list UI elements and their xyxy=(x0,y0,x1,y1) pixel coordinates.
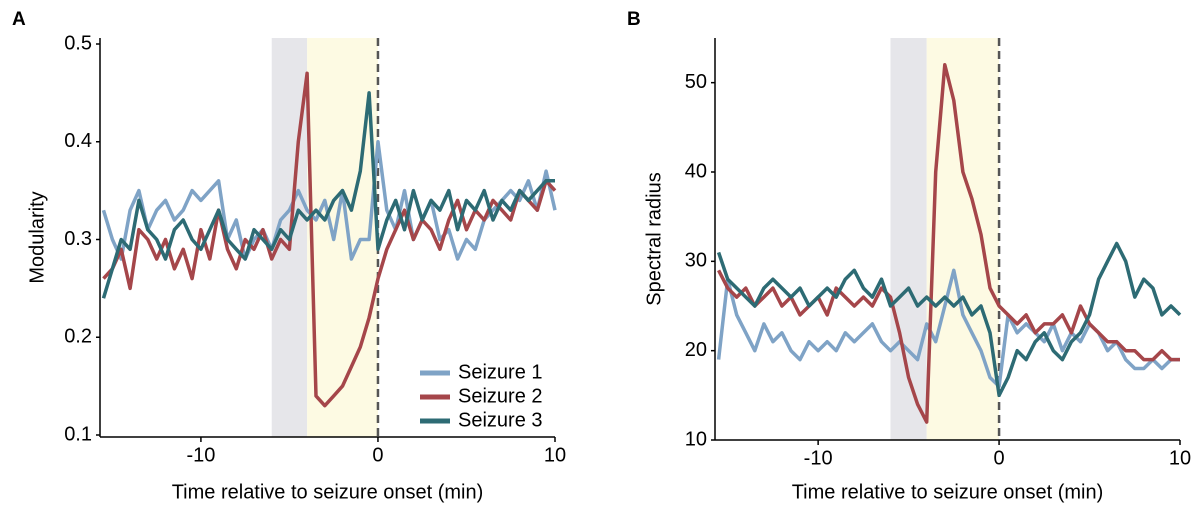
legend-label: Seizure 3 xyxy=(458,409,543,431)
series-line xyxy=(101,139,557,261)
y-axis-label: Spectral radius xyxy=(643,172,665,305)
y-tick-label: 50 xyxy=(685,71,707,93)
x-tick-label: -10 xyxy=(186,444,215,466)
series-line xyxy=(716,241,1182,398)
series-line xyxy=(101,91,555,299)
y-tick-label: 10 xyxy=(685,428,707,450)
series-line xyxy=(716,268,1180,389)
shaded-region xyxy=(926,38,1000,440)
x-tick-label: 10 xyxy=(544,444,566,466)
y-tick-label: 0.3 xyxy=(64,228,92,250)
legend-label: Seizure 2 xyxy=(458,385,543,407)
y-tick-label: 20 xyxy=(685,339,707,361)
y-tick-label: 0.5 xyxy=(64,32,92,54)
panel-label: B xyxy=(627,9,641,30)
legend-label: Seizure 1 xyxy=(458,361,543,383)
y-tick-label: 0.2 xyxy=(64,326,92,348)
y-tick-label: 40 xyxy=(685,160,707,182)
x-axis-label: Time relative to seizure onset (min) xyxy=(172,481,484,503)
y-axis-label: Modularity xyxy=(26,191,48,283)
series-line xyxy=(102,71,557,408)
panel-label: A xyxy=(12,9,26,30)
y-tick-label: 30 xyxy=(685,250,707,272)
x-tick-label: -10 xyxy=(804,447,833,469)
x-tick-label: 10 xyxy=(1169,447,1191,469)
y-tick-label: 0.4 xyxy=(64,130,92,152)
x-tick-label: 0 xyxy=(994,447,1005,469)
y-tick-label: 0.1 xyxy=(64,423,92,445)
series-line xyxy=(717,63,1180,424)
x-axis-label: Time relative to seizure onset (min) xyxy=(792,481,1104,503)
x-tick-label: 0 xyxy=(372,444,383,466)
